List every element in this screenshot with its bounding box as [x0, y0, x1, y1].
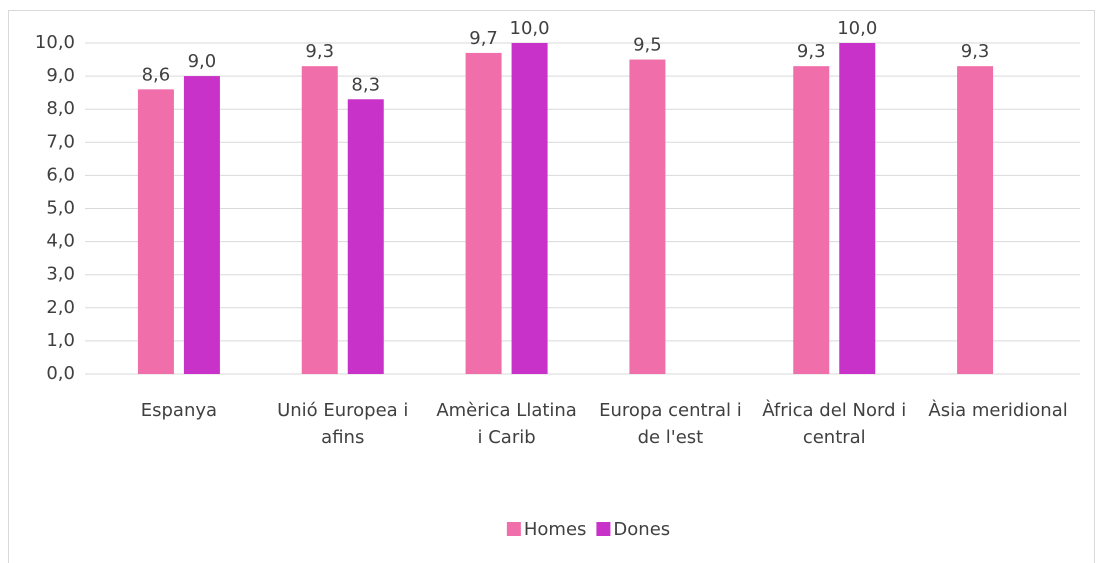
value-label: 10,0	[837, 18, 877, 39]
x-tick-label: Amèrica Llatina i Carib	[436, 400, 577, 448]
x-tick-label: Àsia meridional	[928, 399, 1067, 421]
y-tick-label: 1,0	[46, 330, 75, 351]
bar	[839, 43, 876, 374]
bar	[347, 99, 384, 375]
y-tick-label: 7,0	[46, 131, 75, 152]
y-tick-label: 5,0	[46, 198, 75, 219]
y-tick-label: 10,0	[35, 32, 75, 53]
value-label: 8,3	[351, 74, 380, 95]
y-tick-label: 3,0	[46, 264, 75, 285]
x-tick-label: Àfrica del Nord i central	[762, 399, 906, 448]
x-tick-label: Unió Europea i afins	[277, 400, 408, 448]
bar	[465, 52, 502, 375]
bar	[301, 66, 338, 375]
bar	[183, 76, 220, 374]
value-label: 9,3	[797, 41, 826, 62]
value-label: 10,0	[510, 18, 550, 39]
y-tick-label: 9,0	[46, 65, 75, 86]
value-label: 9,5	[633, 35, 662, 56]
chart-frame	[8, 10, 1095, 563]
bar	[137, 89, 174, 374]
bar	[629, 59, 666, 375]
legend-swatch	[596, 522, 611, 536]
legend: Homes Dones	[506, 519, 670, 540]
legend-swatch	[506, 522, 521, 536]
y-tick-label: 6,0	[46, 164, 75, 185]
value-label: 9,7	[469, 28, 498, 49]
legend-label: Homes	[524, 519, 587, 540]
bar	[511, 43, 548, 374]
y-tick-label: 8,0	[46, 98, 75, 119]
value-label: 9,3	[305, 41, 334, 62]
bar	[957, 66, 994, 375]
y-tick-label: 2,0	[46, 297, 75, 318]
legend-label: Dones	[613, 519, 670, 540]
y-tick-label: 4,0	[46, 231, 75, 252]
value-label: 8,6	[142, 64, 171, 85]
value-label: 9,0	[188, 51, 217, 72]
bar	[793, 66, 830, 375]
y-tick-label: 0,0	[46, 363, 75, 384]
x-tick-label: Espanya	[141, 400, 217, 421]
x-tick-label: Europa central i de l'est	[599, 400, 742, 448]
value-label: 9,3	[961, 41, 990, 62]
